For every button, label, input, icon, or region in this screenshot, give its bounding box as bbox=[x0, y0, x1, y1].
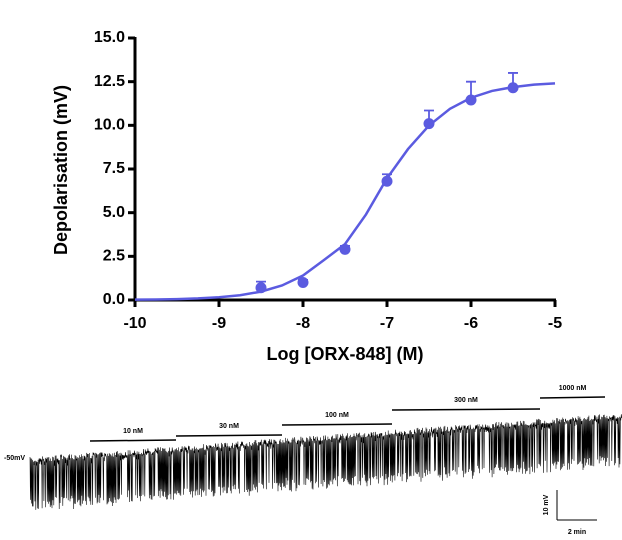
baseline-label: -50mV bbox=[4, 455, 25, 462]
application-bar bbox=[391, 408, 541, 411]
x-tick-label: -6 bbox=[464, 315, 478, 332]
y-tick-label: 15.0 bbox=[94, 29, 125, 46]
data-point bbox=[255, 282, 267, 294]
data-point bbox=[339, 243, 351, 255]
x-tick-label: -8 bbox=[296, 315, 310, 332]
application-bar bbox=[89, 439, 177, 442]
x-tick-label: -5 bbox=[548, 315, 562, 332]
application-bar bbox=[281, 423, 393, 426]
y-tick-label: 10.0 bbox=[94, 117, 125, 134]
y-tick-label: 2.5 bbox=[103, 248, 125, 265]
application-bar bbox=[539, 396, 606, 399]
fit-curve bbox=[134, 82, 556, 301]
data-point bbox=[423, 118, 435, 130]
x-tick-label: -9 bbox=[212, 315, 226, 332]
x-tick-label: -10 bbox=[123, 315, 146, 332]
recording-trace bbox=[29, 414, 622, 510]
data-point bbox=[507, 82, 519, 94]
application-label: 300 nM bbox=[454, 397, 478, 404]
application-label: 100 nM bbox=[325, 412, 349, 419]
x-tick-label: -7 bbox=[380, 315, 394, 332]
application-label: 1000 nM bbox=[559, 385, 587, 392]
y-axis-title: Depolarisation (mV) bbox=[51, 85, 71, 255]
y-tick-label: 0.0 bbox=[103, 291, 125, 308]
application-label: 10 nM bbox=[123, 428, 143, 435]
y-tick-label: 12.5 bbox=[94, 73, 125, 90]
y-tick-label: 7.5 bbox=[103, 160, 125, 177]
y-tick-label: 5.0 bbox=[103, 204, 125, 221]
scale-bar bbox=[556, 490, 597, 521]
scale-y-label: 10 mV bbox=[543, 494, 550, 515]
data-point bbox=[381, 175, 393, 187]
data-point bbox=[465, 94, 477, 106]
x-axis-title: Log [ORX-848] (M) bbox=[267, 344, 424, 364]
application-label: 30 nM bbox=[219, 423, 239, 430]
application-bar bbox=[175, 434, 283, 437]
data-point bbox=[297, 277, 309, 289]
scale-x-label: 2 min bbox=[568, 529, 586, 536]
